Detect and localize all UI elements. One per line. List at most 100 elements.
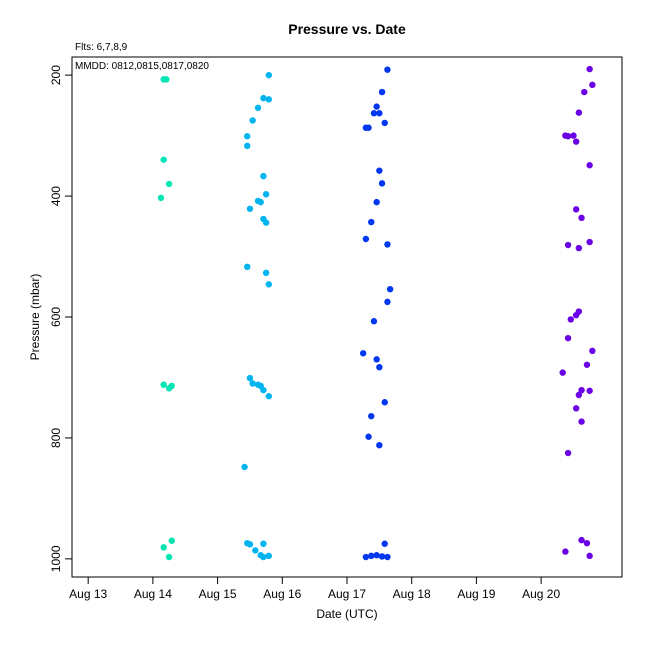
annotation-flights: Flts: 6,7,8,9 bbox=[75, 42, 128, 53]
data-point bbox=[370, 318, 378, 325]
data-point bbox=[384, 66, 391, 73]
data-point bbox=[265, 96, 273, 103]
data-point bbox=[575, 244, 583, 252]
data-point bbox=[570, 132, 577, 139]
x-tick-label: Aug 13 bbox=[69, 587, 107, 601]
data-point bbox=[586, 65, 593, 73]
data-point bbox=[381, 119, 388, 127]
data-point bbox=[564, 241, 572, 249]
data-point bbox=[370, 110, 378, 117]
data-point bbox=[572, 138, 580, 145]
x-tick-label: Aug 17 bbox=[328, 587, 366, 601]
series-3 bbox=[359, 66, 394, 561]
data-point bbox=[589, 347, 596, 355]
data-point bbox=[260, 540, 267, 547]
data-point bbox=[381, 399, 388, 406]
data-point bbox=[373, 356, 380, 363]
x-tick-label: Aug 14 bbox=[134, 587, 172, 601]
data-point bbox=[260, 553, 267, 561]
data-point bbox=[168, 537, 175, 544]
data-point bbox=[265, 552, 273, 560]
data-point bbox=[378, 88, 386, 96]
plot-frame bbox=[71, 56, 623, 578]
data-point bbox=[376, 167, 383, 174]
data-point bbox=[376, 363, 383, 371]
data-point bbox=[160, 544, 167, 551]
data-point bbox=[562, 548, 569, 555]
data-point bbox=[567, 316, 574, 323]
data-point bbox=[386, 285, 394, 293]
data-point bbox=[163, 76, 170, 83]
data-point bbox=[257, 198, 264, 206]
data-point bbox=[575, 109, 583, 116]
data-point bbox=[376, 110, 383, 117]
x-axis: Aug 13 Aug 14 Aug 15 Aug 16 Aug 17 Aug 18 Aug … bbox=[69, 577, 560, 601]
data-point bbox=[586, 552, 593, 560]
data-point bbox=[362, 235, 370, 243]
data-point bbox=[373, 552, 380, 559]
data-point bbox=[241, 463, 248, 471]
data-point bbox=[589, 81, 596, 89]
data-point bbox=[160, 156, 167, 163]
data-point bbox=[260, 94, 267, 102]
data-point bbox=[564, 334, 572, 342]
y-tick-label: 200 bbox=[49, 65, 63, 85]
data-point bbox=[157, 194, 165, 202]
data-point bbox=[246, 205, 254, 212]
data-point bbox=[578, 386, 585, 394]
data-point bbox=[575, 391, 583, 399]
data-point bbox=[578, 214, 585, 222]
data-point bbox=[381, 540, 388, 547]
data-point bbox=[376, 441, 383, 449]
data-points bbox=[157, 65, 596, 561]
data-point bbox=[246, 541, 254, 548]
data-point bbox=[384, 298, 391, 306]
data-point bbox=[365, 433, 372, 440]
data-point bbox=[572, 311, 580, 319]
data-point bbox=[586, 238, 593, 246]
data-point bbox=[581, 88, 588, 96]
data-point bbox=[244, 263, 251, 271]
y-axis: 200 400 600 800 1000 bbox=[49, 65, 72, 572]
data-point bbox=[586, 387, 593, 394]
data-point bbox=[168, 382, 175, 390]
x-axis-label: Date (UTC) bbox=[316, 607, 377, 621]
data-point bbox=[260, 386, 267, 394]
data-point bbox=[362, 553, 370, 561]
data-point bbox=[384, 553, 391, 561]
data-point bbox=[165, 180, 173, 188]
data-point bbox=[252, 547, 259, 554]
y-tick-label: 600 bbox=[49, 307, 63, 327]
data-point bbox=[160, 381, 167, 388]
data-point bbox=[244, 142, 251, 150]
x-tick-label: Aug 19 bbox=[457, 587, 495, 601]
data-point bbox=[262, 269, 270, 277]
data-point bbox=[260, 172, 267, 180]
data-point bbox=[578, 418, 585, 425]
data-point bbox=[365, 124, 372, 131]
x-tick-label: Aug 18 bbox=[393, 587, 431, 601]
chart-title: Pressure vs. Date bbox=[288, 21, 406, 37]
data-point bbox=[359, 350, 367, 357]
data-point bbox=[368, 552, 375, 560]
data-point bbox=[572, 405, 580, 412]
y-tick-label: 400 bbox=[49, 186, 63, 206]
data-point bbox=[583, 361, 591, 368]
data-point bbox=[586, 162, 593, 169]
annotation-mmdd: MMDD: 0812,0815,0817,0820 bbox=[75, 61, 209, 72]
x-tick-label: Aug 20 bbox=[522, 587, 560, 601]
data-point bbox=[583, 539, 591, 547]
data-point bbox=[373, 103, 380, 110]
y-tick-label: 1000 bbox=[49, 545, 63, 572]
data-point bbox=[265, 281, 273, 288]
data-point bbox=[572, 206, 580, 213]
data-point bbox=[249, 117, 256, 124]
series-2 bbox=[241, 71, 273, 561]
y-axis-label: Pressure (mbar) bbox=[28, 274, 42, 361]
data-point bbox=[254, 104, 262, 111]
data-point bbox=[262, 191, 270, 198]
data-point bbox=[368, 412, 375, 420]
data-point bbox=[564, 133, 572, 140]
data-point bbox=[378, 553, 386, 560]
